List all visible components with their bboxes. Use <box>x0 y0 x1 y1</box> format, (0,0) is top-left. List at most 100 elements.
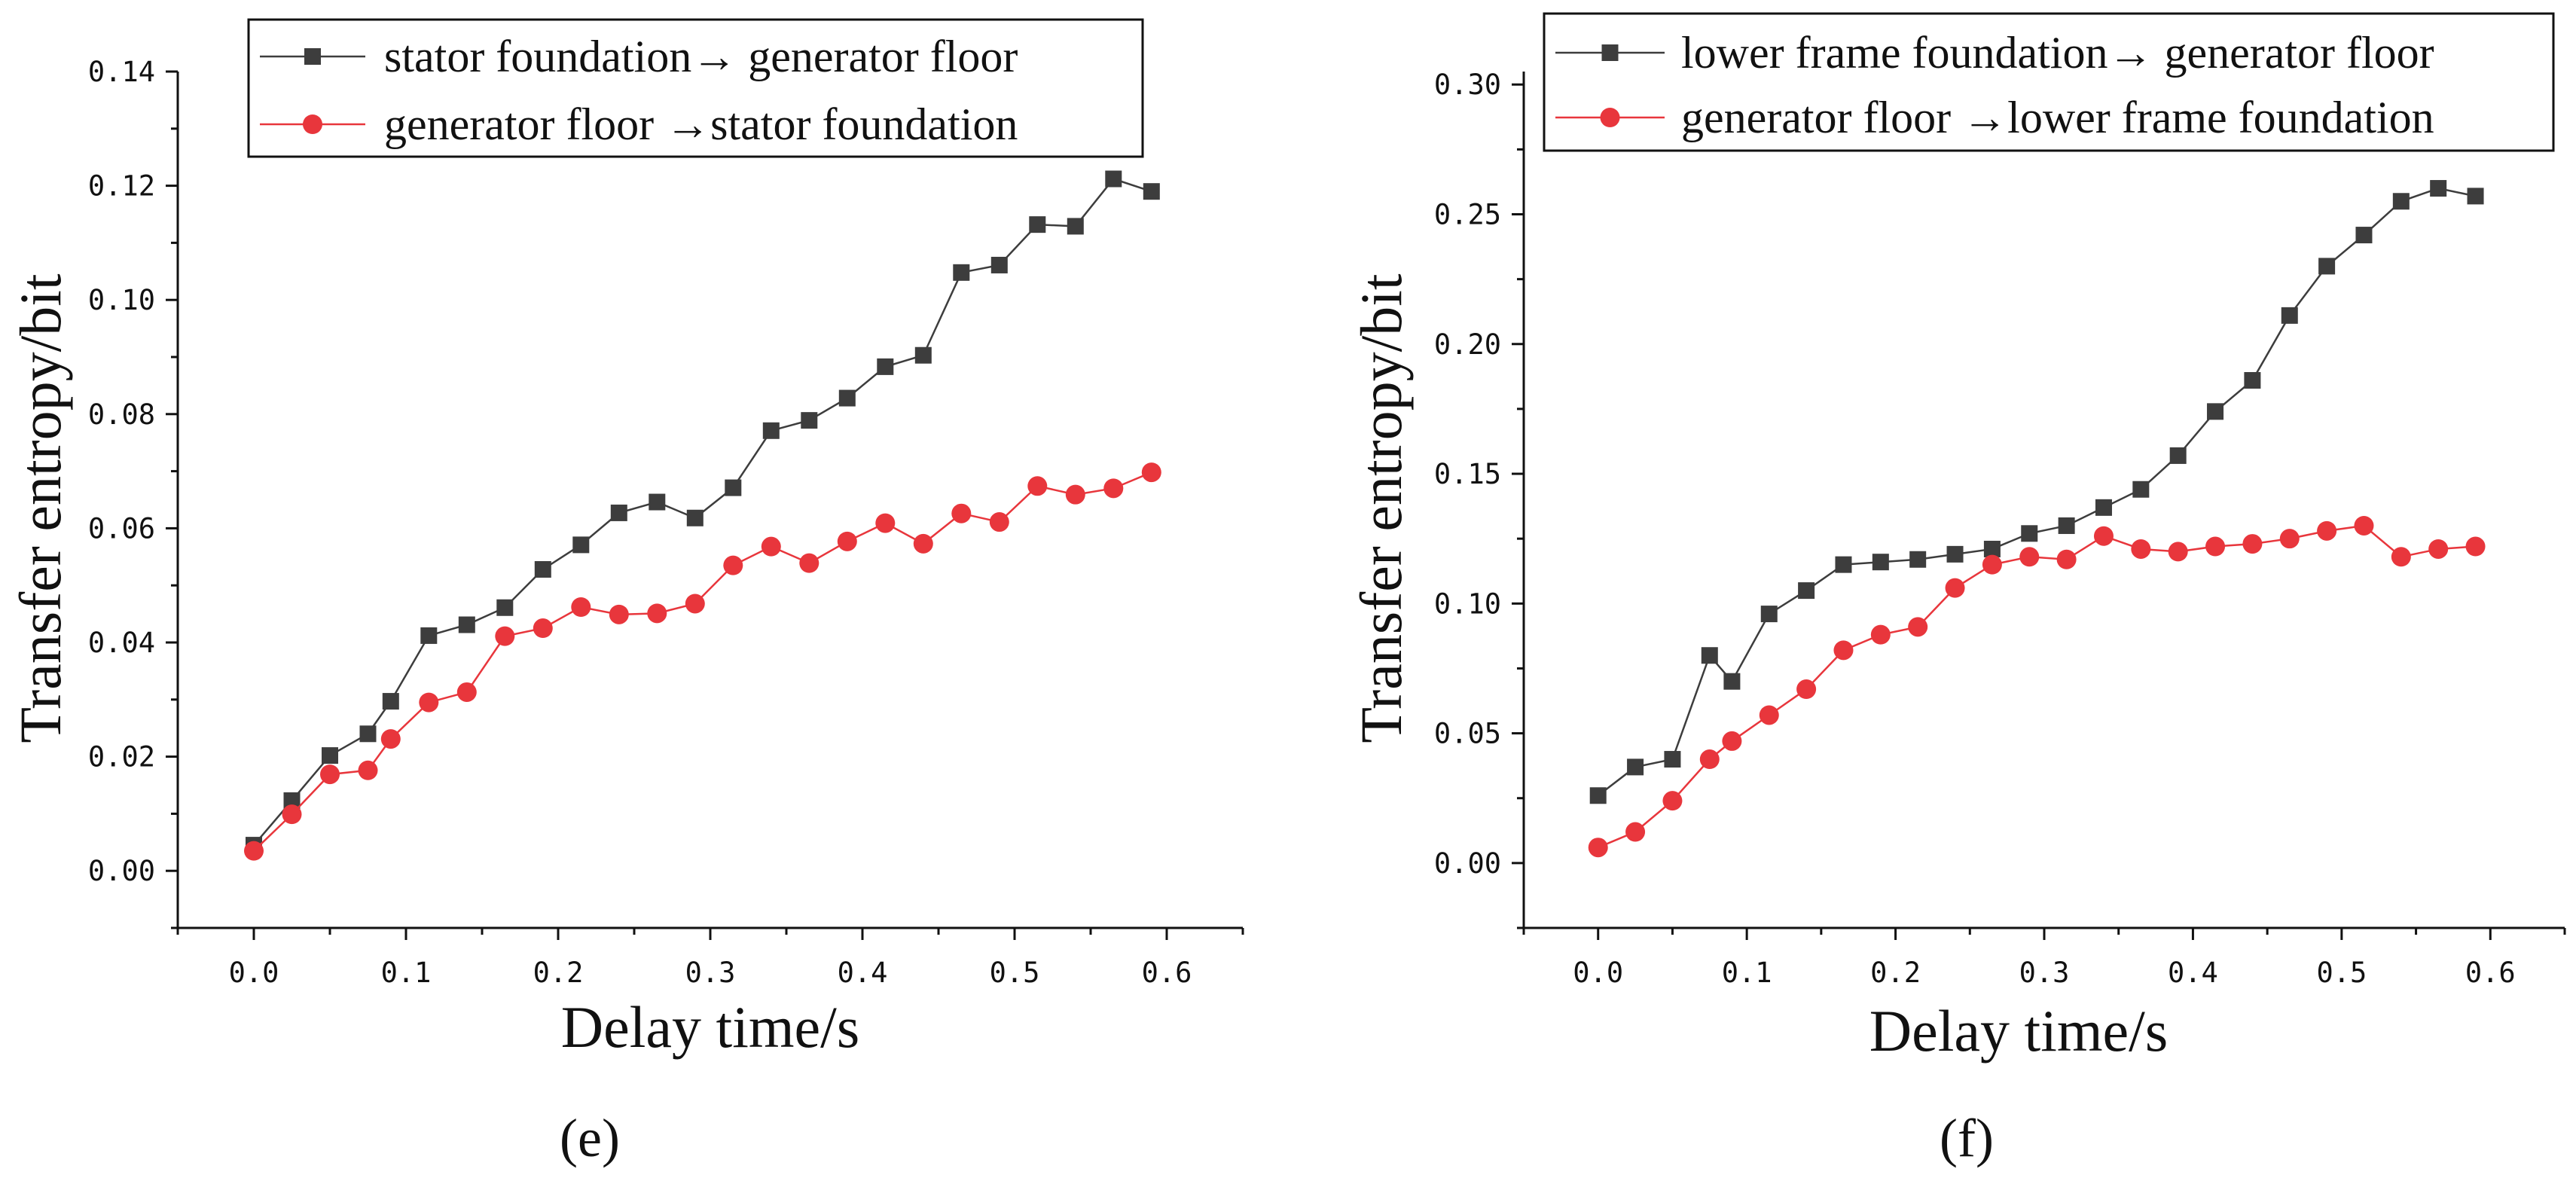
x-tick-label: 0.0 <box>229 957 279 989</box>
x-axis-title-f: Delay time/s <box>1869 998 2168 1064</box>
data-point <box>2465 536 2486 557</box>
data-point <box>1664 751 1681 768</box>
y-tick-label: 0.04 <box>88 627 155 659</box>
data-point <box>1589 787 1607 804</box>
data-point <box>2019 547 2040 567</box>
y-tick-label: 0.05 <box>1434 718 1501 750</box>
y-tick-label: 0.08 <box>88 398 155 431</box>
data-point <box>2318 258 2336 275</box>
panel-label-f: (f) <box>1940 1108 1994 1168</box>
y-tick-label: 0.15 <box>1434 458 1501 490</box>
data-point <box>685 594 705 614</box>
chart-panel-f: 0.0 0.1 0.2 0.3 0.4 0.5 0.6 0.00 0.05 0.10 0.15 0.2… <box>1348 12 2566 1168</box>
data-point <box>647 603 667 624</box>
data-point <box>2467 188 2484 205</box>
x-tick-label: 0.3 <box>2019 957 2070 989</box>
data-point <box>2317 520 2337 541</box>
legend-box-f <box>1543 12 2555 152</box>
data-point <box>2392 193 2410 210</box>
data-point <box>762 422 780 439</box>
data-point <box>2281 307 2298 324</box>
data-point <box>571 597 591 618</box>
y-axis-title-e: Transfer entropy/bit <box>8 273 73 743</box>
data-point <box>322 747 338 764</box>
data-point <box>2093 526 2114 546</box>
chart-panel-e: 0.0 0.1 0.2 0.3 0.4 0.5 0.6 0.00 0.02 0.04 0.06 0.0… <box>8 18 1244 1168</box>
data-point <box>419 692 439 713</box>
data-point <box>609 604 629 624</box>
data-point <box>951 503 972 523</box>
data-point <box>1983 540 2001 557</box>
data-point <box>2279 529 2300 549</box>
data-point <box>1699 749 1720 770</box>
legend-box-e <box>247 18 1144 158</box>
x-tick-label: 0.6 <box>2465 957 2516 989</box>
data-point <box>649 493 666 511</box>
y-tick-label: 0.10 <box>1434 587 1501 620</box>
data-point <box>382 693 399 710</box>
data-point <box>572 536 590 554</box>
data-point <box>458 616 475 633</box>
data-point <box>533 618 553 639</box>
data-point <box>456 682 477 702</box>
data-point <box>1796 679 1817 700</box>
data-point <box>914 346 932 364</box>
x-tick-label: 0.6 <box>1142 957 1192 989</box>
data-point <box>725 479 742 496</box>
y-tick-label: 0.25 <box>1434 199 1501 231</box>
data-point <box>1798 582 1815 600</box>
x-tick-label: 0.2 <box>533 957 584 989</box>
data-point <box>1662 791 1683 811</box>
data-point <box>380 729 401 749</box>
x-tick-label: 0.3 <box>685 957 736 989</box>
data-point <box>2132 481 2150 498</box>
data-point <box>2244 372 2261 389</box>
data-point <box>282 804 302 825</box>
data-point <box>2242 534 2263 554</box>
data-point <box>1872 554 1889 571</box>
data-point <box>1759 705 1779 725</box>
legend-label: lower frame foundation→ generator floor <box>1681 28 2434 78</box>
data-point <box>1833 640 1854 661</box>
data-point <box>686 509 704 526</box>
legend-marker <box>1600 108 1620 127</box>
legend-f: lower frame foundation→ generator floor g… <box>1543 12 2555 152</box>
y-tick-label: 0.30 <box>1434 69 1501 101</box>
y-tick-label: 0.02 <box>88 741 155 774</box>
data-point <box>953 264 970 281</box>
data-point <box>2354 515 2374 536</box>
data-point <box>2131 539 2151 559</box>
y-tick-label: 0.12 <box>88 170 155 203</box>
x-tick-label: 0.1 <box>381 957 432 989</box>
x-tick-label: 0.1 <box>1722 957 1772 989</box>
data-point <box>1760 606 1778 623</box>
data-point <box>534 560 551 578</box>
data-point <box>1908 617 1928 637</box>
x-tick-label: 0.5 <box>2316 957 2367 989</box>
data-point <box>2428 539 2449 559</box>
data-point <box>799 553 819 573</box>
legend-marker <box>303 114 322 134</box>
data-point <box>2058 517 2075 534</box>
x-tick-label: 0.0 <box>1573 957 1623 989</box>
data-point <box>1946 545 1964 563</box>
data-point <box>877 358 894 375</box>
data-point <box>2168 542 2188 562</box>
data-point <box>1701 647 1718 664</box>
data-point <box>1625 822 1646 842</box>
data-point <box>1945 578 1965 598</box>
data-point <box>1105 170 1122 188</box>
data-point <box>2056 549 2077 569</box>
data-point <box>1722 731 1742 751</box>
legend-label: stator foundation→ generator floor <box>384 32 1018 81</box>
data-point <box>989 512 1009 533</box>
data-point <box>1723 673 1741 690</box>
data-point <box>838 389 856 407</box>
data-point <box>1027 476 1048 496</box>
y-axis-title-f: Transfer entropy/bit <box>1348 273 1414 743</box>
data-point <box>2355 227 2373 244</box>
data-point <box>1141 462 1161 483</box>
data-point <box>2169 447 2187 464</box>
data-point <box>320 764 340 785</box>
